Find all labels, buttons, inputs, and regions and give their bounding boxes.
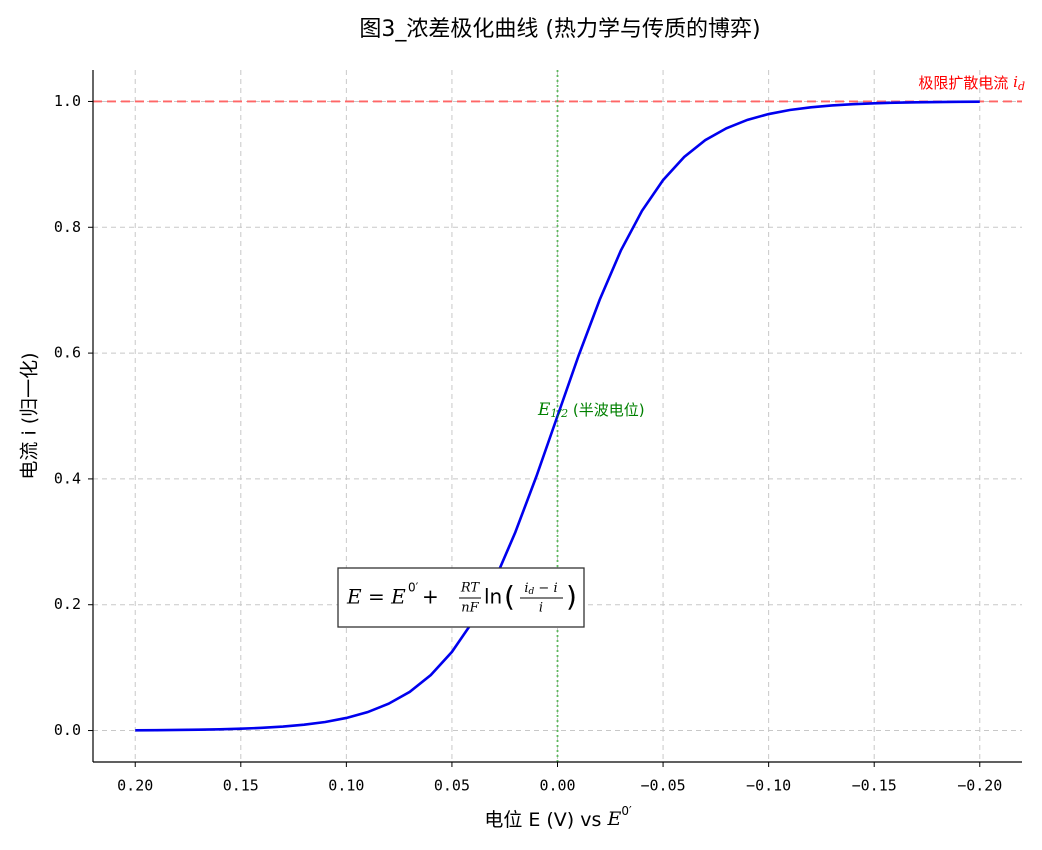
formula-den2: i bbox=[539, 601, 543, 616]
formula-close: ) bbox=[566, 580, 577, 613]
formula-open: ( bbox=[504, 580, 515, 613]
x-tick-label: 0.05 bbox=[434, 777, 470, 795]
limit-sub: d bbox=[1018, 80, 1025, 93]
formula-num2-sub: d bbox=[529, 587, 535, 597]
y-axis-label: 电流 i (归一化) bbox=[19, 352, 41, 479]
formula-fn: ln bbox=[484, 585, 502, 609]
x-tick-label: −0.05 bbox=[640, 777, 685, 795]
formula-den: nF bbox=[461, 601, 479, 616]
formula-num2-rest: − i bbox=[534, 581, 557, 596]
formula-op: + bbox=[422, 585, 439, 609]
x-tick-label: 0.00 bbox=[539, 777, 575, 795]
x-label-sup: 0′ bbox=[621, 804, 632, 818]
x-tick-label: 0.15 bbox=[223, 777, 259, 795]
half-wave-math: E bbox=[537, 400, 551, 420]
x-tick-label: 0.20 bbox=[117, 777, 153, 795]
limit-label: 极限扩散电流 id bbox=[918, 73, 1025, 93]
x-tick-label: −0.20 bbox=[957, 777, 1002, 795]
x-tick-label: −0.10 bbox=[746, 777, 791, 795]
half-wave-label: E1/2 (半波电位) bbox=[537, 400, 645, 421]
chart-title: 图3_浓差极化曲线 (热力学与传质的博弈) bbox=[359, 17, 760, 42]
x-label-math: E bbox=[606, 808, 621, 830]
formula-sup: 0′ bbox=[408, 581, 419, 595]
half-wave-text: (半波电位) bbox=[568, 401, 644, 419]
limit-math: i bbox=[1013, 73, 1018, 91]
x-axis-label: 电位 E (V) vs E0′ bbox=[484, 804, 632, 831]
y-tick-label: 0.6 bbox=[54, 344, 81, 362]
y-tick-label: 0.2 bbox=[54, 595, 81, 613]
formula-num: RT bbox=[460, 581, 481, 596]
y-tick-label: 0.8 bbox=[54, 218, 81, 236]
x-tick-label: −0.15 bbox=[852, 777, 897, 795]
formula-lhs: E = E bbox=[346, 585, 406, 609]
y-tick-label: 0.0 bbox=[54, 721, 81, 739]
limit-text: 极限扩散电流 bbox=[918, 74, 1013, 92]
x-tick-label: 0.10 bbox=[328, 777, 364, 795]
y-tick-label: 0.4 bbox=[54, 469, 81, 487]
x-label-text: 电位 E (V) vs bbox=[484, 809, 607, 831]
formula-num2-i: i bbox=[524, 581, 528, 596]
formula-num2: id − i bbox=[524, 581, 557, 597]
curve bbox=[135, 100, 980, 732]
half-wave-sub: 1/2 bbox=[550, 407, 568, 420]
y-tick-label: 1.0 bbox=[54, 92, 81, 110]
